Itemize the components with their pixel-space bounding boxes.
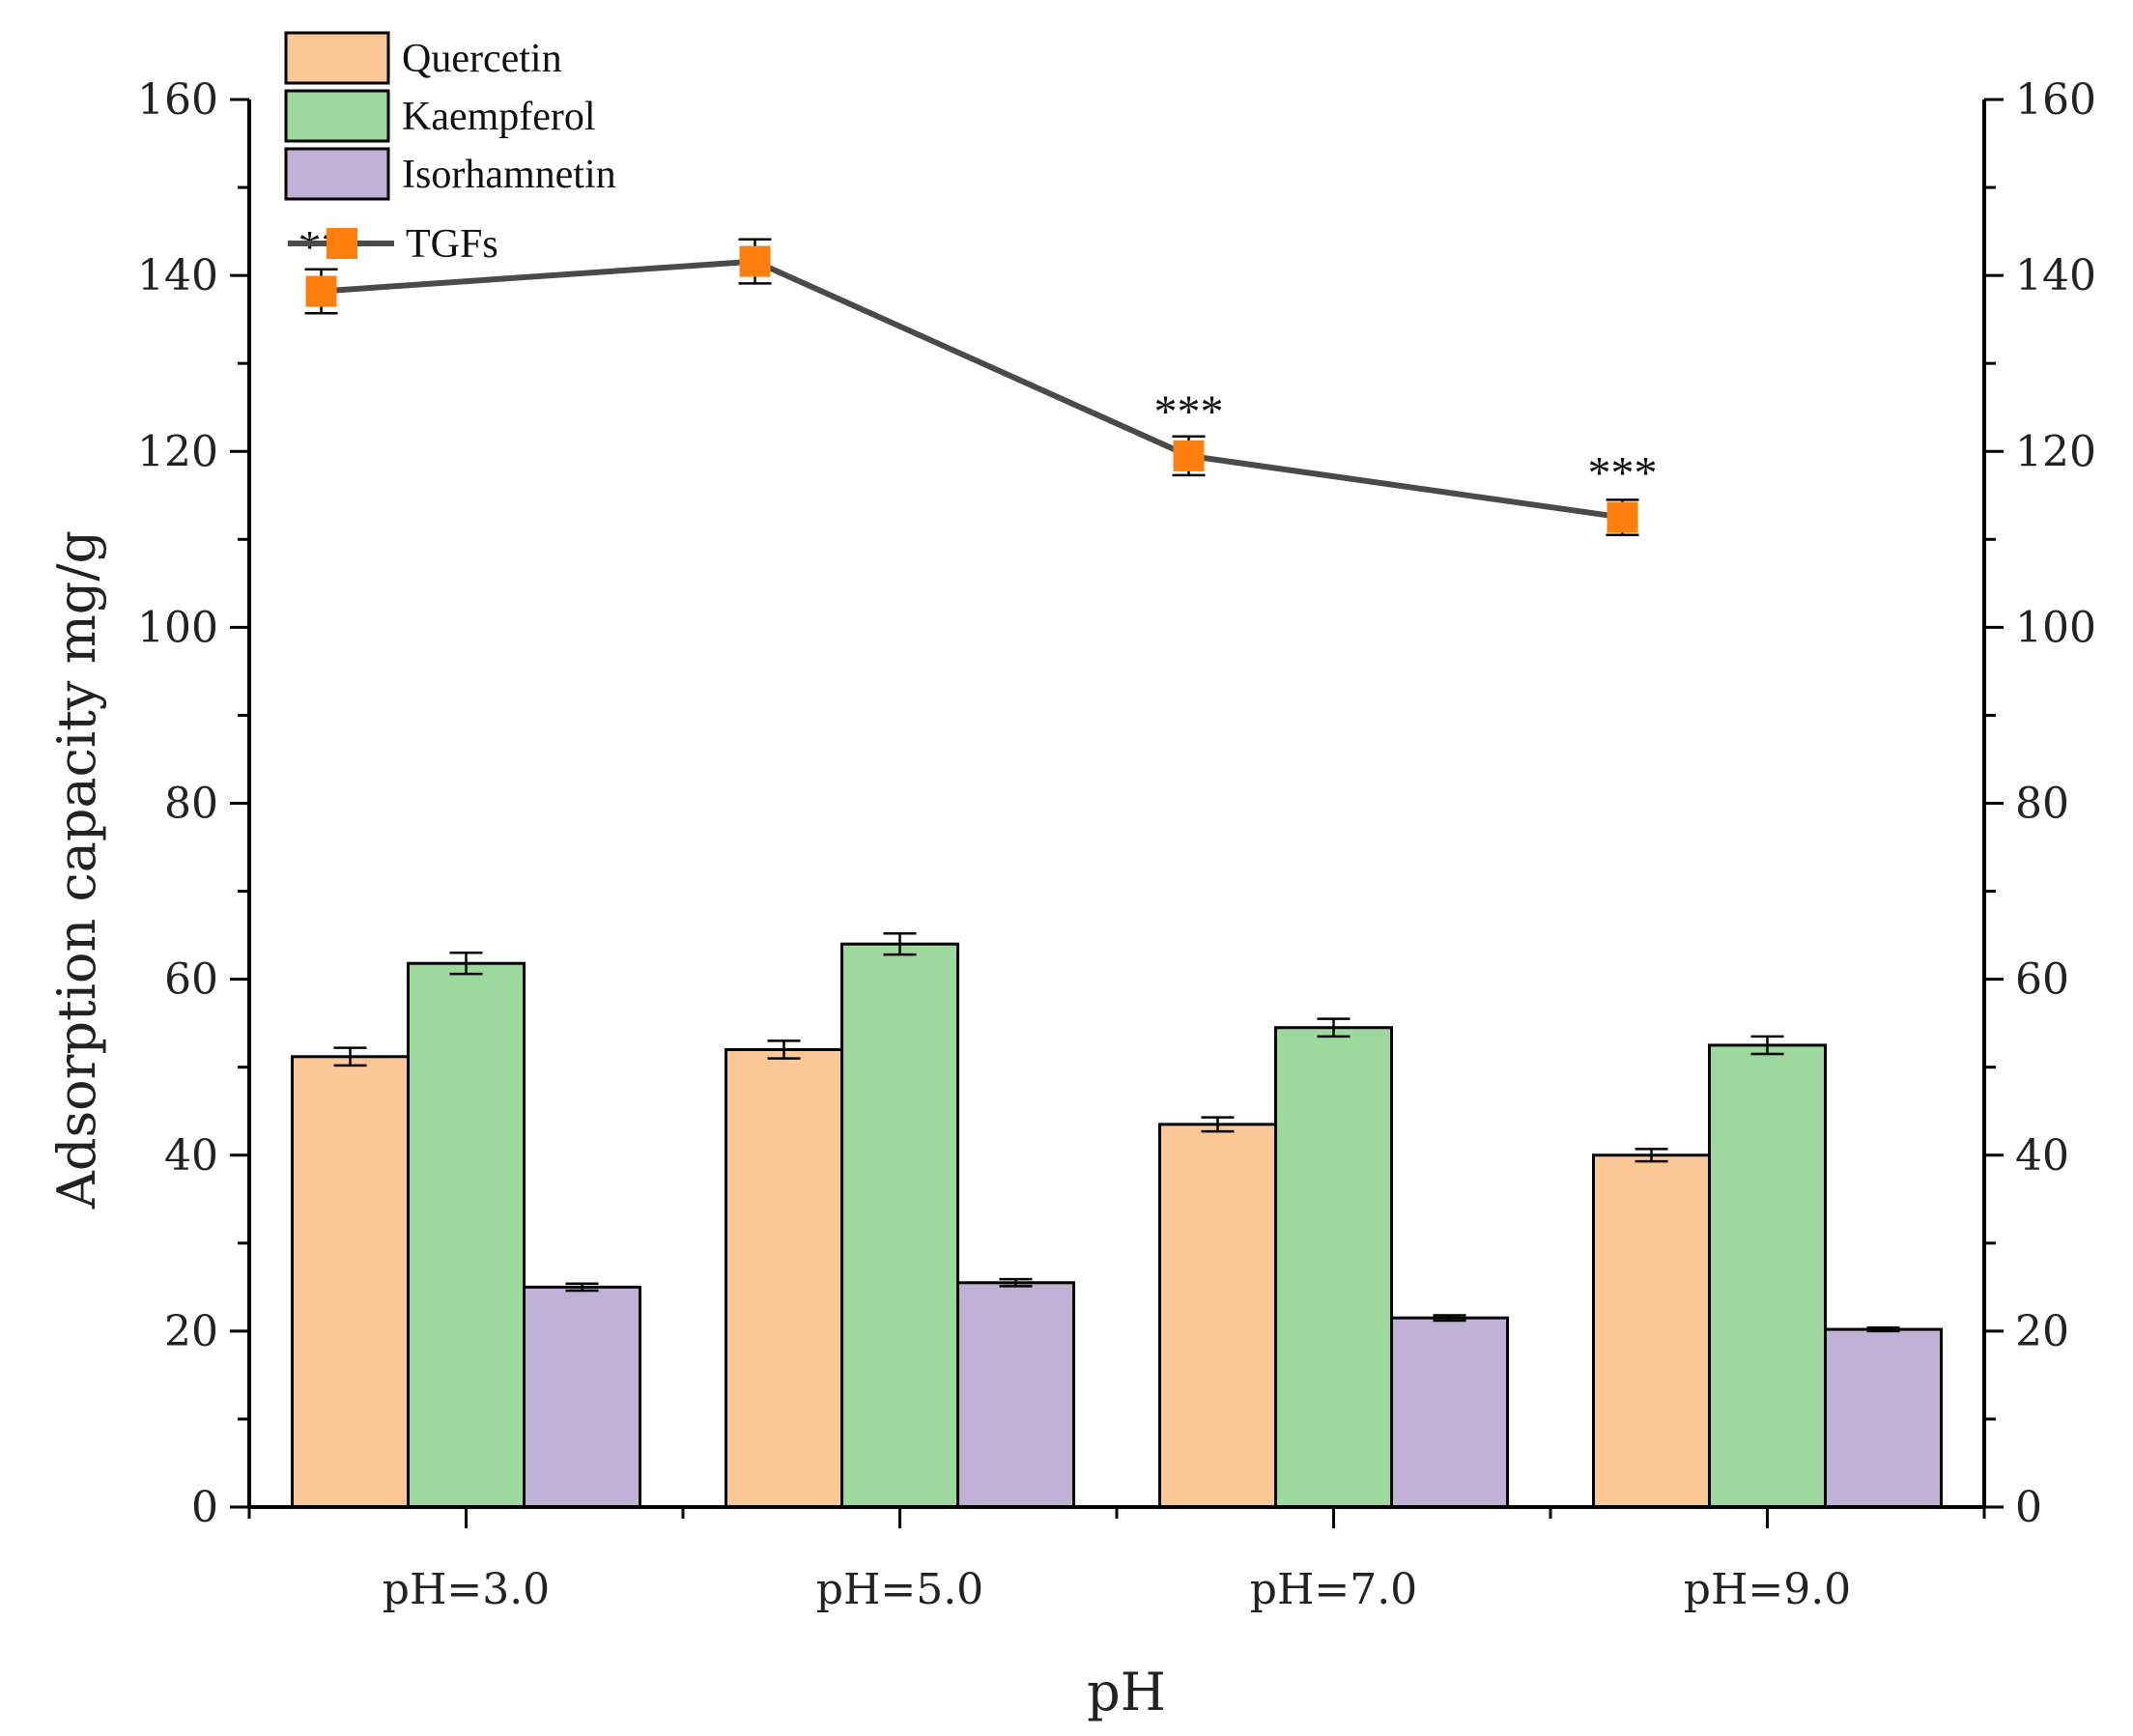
bar-kaempferol-1 [407, 961, 526, 1509]
y-tick-label-left-20: 20 [164, 1307, 218, 1356]
legend-label-quercetin: Quercetin [402, 37, 562, 81]
y-tick-label-right-0: 0 [2015, 1483, 2042, 1532]
y-axis-title: Adsorption capacity mg/g [46, 530, 107, 1210]
y-tick-label-left-120: 120 [137, 427, 218, 476]
x-tick-label-2: pH=5.0 [816, 1565, 983, 1614]
y-tick-label-right-80: 80 [2015, 780, 2069, 829]
y-tick-label-left-160: 160 [137, 75, 218, 125]
tgfs-point-2 [739, 245, 771, 277]
y-tick-label-right-40: 40 [2015, 1131, 2069, 1181]
axes-layer: 0 20 40 60 80 100 120 140 160 0 20 40 60 80 100 120 140 1… [137, 75, 2096, 1614]
bar-quercetin-3 [1158, 1123, 1277, 1509]
bar-kaempferol-3 [1274, 1026, 1393, 1509]
y-tick-label-left-100: 100 [137, 603, 218, 652]
error-bar-kaempferol-4 [1750, 1035, 1784, 1056]
bar-kaempferol-2 [840, 942, 959, 1509]
error-bar-isorhamnetin-2 [999, 1277, 1033, 1288]
error-bar-isorhamnetin-4 [1866, 1325, 1900, 1333]
y-tick-label-right-100: 100 [2015, 603, 2096, 652]
tgfs-point-4 [1607, 501, 1638, 533]
x-tick-label-1: pH=3.0 [383, 1565, 550, 1614]
legend-swatch-kaempferol [284, 89, 390, 143]
bar-quercetin-2 [725, 1047, 843, 1509]
legend-label-isorhamnetin: Isorhamnetin [402, 153, 616, 197]
error-bar-kaempferol-2 [883, 932, 917, 956]
bar-kaempferol-4 [1708, 1043, 1827, 1509]
error-bar-kaempferol-1 [449, 952, 483, 976]
x-tick-label-4: pH=9.0 [1684, 1565, 1851, 1614]
bars-layer [291, 932, 1943, 1509]
y-tick-label-left-140: 140 [137, 251, 218, 300]
significance-annotation-4: *** [1588, 448, 1658, 499]
y-tick-label-right-140: 140 [2015, 251, 2096, 300]
y-tick-label-right-160: 160 [2015, 75, 2096, 125]
x-tick-label-3: pH=7.0 [1250, 1565, 1417, 1614]
y-tick-label-right-120: 120 [2015, 427, 2096, 476]
bar-isorhamnetin-2 [956, 1281, 1075, 1509]
bar-isorhamnetin-3 [1390, 1316, 1509, 1509]
y-tick-label-right-60: 60 [2015, 955, 2069, 1005]
error-bar-quercetin-3 [1201, 1116, 1235, 1133]
error-bar-isorhamnetin-3 [1433, 1314, 1466, 1323]
legend-label-tgfs: TGFs [406, 222, 498, 267]
error-bar-quercetin-2 [767, 1039, 801, 1060]
error-bar-kaempferol-3 [1317, 1017, 1351, 1039]
legend-swatch-isorhamnetin [284, 147, 390, 201]
y-tick-label-right-20: 20 [2015, 1307, 2069, 1356]
legend-swatch-quercetin [284, 31, 390, 85]
tgfs-line [321, 258, 1623, 521]
bar-quercetin-1 [291, 1055, 410, 1509]
error-bar-quercetin-1 [333, 1046, 367, 1067]
tgfs-line-layer: ******** [299, 222, 1658, 537]
significance-annotation-3: *** [1154, 386, 1224, 438]
bar-isorhamnetin-4 [1824, 1327, 1943, 1509]
y-tick-label-left-60: 60 [164, 955, 218, 1005]
legend: Quercetin Kaempferol Isorhamnetin TGFs [284, 31, 616, 267]
legend-label-kaempferol: Kaempferol [402, 95, 596, 139]
y-tick-label-left-40: 40 [164, 1131, 218, 1181]
error-bar-isorhamnetin-1 [565, 1282, 599, 1293]
y-tick-label-left-0: 0 [191, 1483, 218, 1532]
x-axis-title: pH [1087, 1662, 1166, 1722]
error-bar-quercetin-4 [1635, 1148, 1668, 1163]
tgfs-point-1 [305, 275, 337, 307]
tgfs-point-3 [1173, 440, 1205, 471]
bar-isorhamnetin-1 [523, 1285, 641, 1509]
bar-quercetin-4 [1592, 1153, 1711, 1509]
y-tick-label-left-80: 80 [164, 780, 218, 829]
legend-marker-tgfs [327, 228, 357, 259]
